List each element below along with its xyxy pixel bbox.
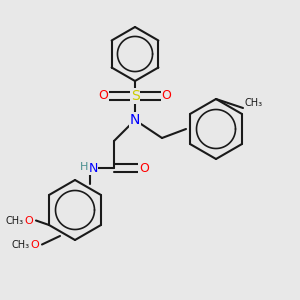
Text: CH₃: CH₃ bbox=[6, 215, 24, 226]
Text: O: O bbox=[99, 89, 108, 103]
Text: CH₃: CH₃ bbox=[244, 98, 262, 109]
Text: N: N bbox=[130, 113, 140, 127]
Text: O: O bbox=[30, 239, 39, 250]
Text: CH₃: CH₃ bbox=[12, 239, 30, 250]
Text: O: O bbox=[139, 161, 149, 175]
Text: O: O bbox=[24, 215, 33, 226]
Text: H: H bbox=[80, 161, 88, 172]
Text: N: N bbox=[88, 161, 98, 175]
Text: O: O bbox=[162, 89, 171, 103]
Text: S: S bbox=[130, 89, 140, 103]
